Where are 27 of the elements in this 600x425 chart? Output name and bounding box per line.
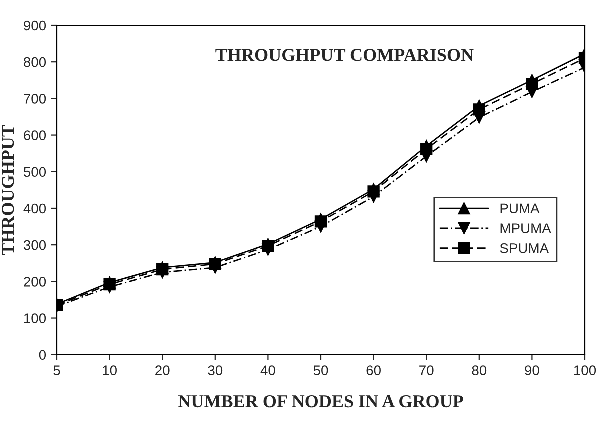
- y-tick-label: 300: [24, 240, 46, 250]
- x-tick-label: 80: [472, 366, 487, 376]
- legend-label: PUMA: [500, 204, 540, 214]
- x-tick-label: 40: [260, 366, 276, 376]
- y-tick-label: 900: [24, 20, 46, 31]
- text: THROUGHPUT COMPARISON: [216, 49, 474, 62]
- x-tick-label: 5: [54, 366, 60, 376]
- x-axis-title: NUMBER OF NODES IN A GROUP: [178, 395, 464, 408]
- x-tick-label: 100: [574, 366, 596, 376]
- y-tick-label: 600: [24, 130, 46, 140]
- y-tick-label: 100: [24, 314, 46, 324]
- y-tick-label: 800: [24, 57, 46, 68]
- x-tick-label: 70: [420, 366, 434, 376]
- legend-label: SPUMA: [500, 243, 550, 254]
- legend-label: MPUMA: [500, 224, 552, 234]
- y-tick-label: 200: [24, 277, 46, 287]
- x-tick-label: 50: [314, 366, 328, 376]
- y-axis-title: THROUGHPUT: [2, 125, 14, 256]
- y-tick-label: 500: [24, 167, 46, 178]
- x-tick-label: 90: [525, 366, 540, 376]
- y-tick-label: 700: [24, 94, 46, 104]
- y-tick-label: 400: [24, 204, 46, 214]
- x-tick-label: 60: [366, 366, 381, 376]
- x-tick-label: 10: [103, 366, 117, 376]
- x-tick-label: 30: [208, 366, 223, 376]
- y-tick-label: 0: [39, 350, 46, 360]
- x-tick-label: 20: [156, 366, 170, 376]
